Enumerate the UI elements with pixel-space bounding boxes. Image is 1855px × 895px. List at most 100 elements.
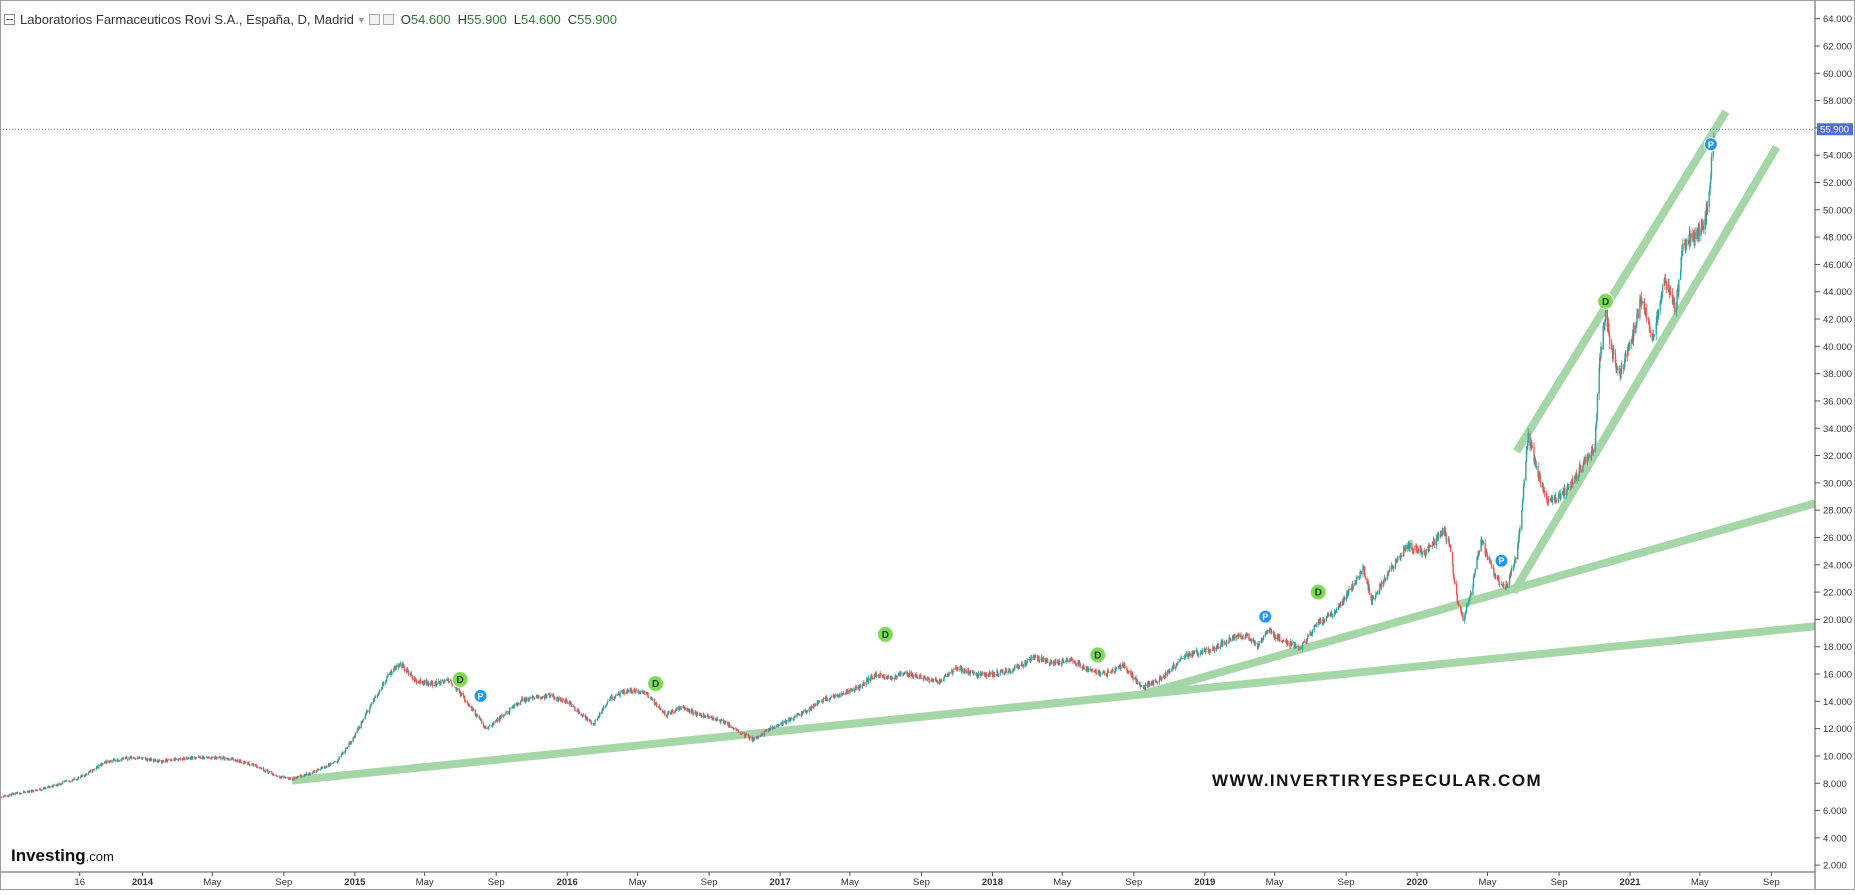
price-candle	[249, 764, 250, 767]
candle-body	[717, 720, 718, 721]
price-candle	[636, 688, 637, 691]
price-candle	[953, 667, 954, 669]
candle-body	[1002, 670, 1003, 674]
candle-body	[1116, 668, 1117, 669]
candle-body	[1316, 625, 1317, 626]
candle-body	[933, 679, 934, 680]
candle-body	[241, 762, 242, 763]
candle-body	[909, 672, 910, 676]
candle-body	[21, 793, 22, 794]
candle-body	[74, 778, 75, 779]
candle-body	[738, 730, 739, 732]
candle-body	[216, 757, 217, 758]
price-candle	[1307, 634, 1308, 640]
candle-body	[1222, 641, 1223, 646]
candle-body	[594, 720, 595, 724]
candle-body	[371, 703, 372, 704]
candle-body	[949, 672, 950, 673]
candle-body	[522, 698, 523, 701]
candle-body	[1018, 666, 1019, 669]
candle-body	[1263, 636, 1264, 639]
candle-body	[943, 677, 944, 680]
candle-body	[595, 719, 596, 720]
candle-body	[461, 693, 462, 696]
candle-body	[351, 742, 352, 744]
candle-body	[664, 712, 665, 716]
candle-body	[1259, 643, 1260, 644]
candle-body	[1210, 650, 1211, 651]
candle-body	[155, 761, 156, 762]
price-candle	[416, 679, 417, 684]
candle-body	[359, 727, 360, 728]
candle-body	[330, 763, 331, 764]
candle-body	[94, 769, 95, 770]
candle-body	[632, 692, 633, 693]
candle-body	[966, 671, 967, 674]
candle-body	[758, 736, 759, 738]
candle-body	[721, 720, 722, 721]
candle-body	[1165, 673, 1166, 676]
price-candle	[387, 672, 388, 677]
candle-body	[196, 757, 197, 758]
candle-body	[448, 681, 449, 682]
candle-body	[994, 674, 995, 675]
candle-body	[277, 776, 278, 777]
candle-body	[830, 697, 831, 698]
candle-body	[782, 721, 783, 725]
price-candle	[398, 666, 399, 670]
candle-body	[937, 681, 938, 683]
candle-body	[204, 757, 205, 758]
candle-body	[1279, 637, 1280, 641]
price-candle	[823, 697, 824, 699]
candle-body	[685, 708, 686, 710]
candle-body	[208, 757, 209, 758]
price-candle	[1230, 639, 1231, 643]
candle-body	[1031, 657, 1032, 659]
candle-body	[660, 709, 661, 710]
candle-body	[876, 675, 877, 676]
candle-body	[961, 669, 962, 672]
candle-body	[29, 791, 30, 792]
candle-body	[827, 700, 828, 701]
candle-body	[1006, 672, 1007, 673]
trendlines	[292, 111, 1815, 780]
candle-body	[628, 690, 629, 693]
price-candle	[1202, 648, 1203, 656]
candle-body	[1006, 670, 1007, 672]
candle-body	[379, 691, 380, 693]
candle-body	[485, 726, 486, 729]
candle-body	[347, 747, 348, 749]
price-candle	[970, 670, 971, 677]
candle-body	[978, 673, 979, 675]
candle-body	[220, 758, 221, 760]
candle-body	[420, 680, 421, 683]
price-candle	[106, 759, 107, 763]
candle-body	[1124, 667, 1125, 668]
candle-body	[754, 738, 755, 739]
candle-body	[442, 680, 443, 681]
candle-body	[1185, 653, 1186, 656]
candle-body	[1226, 642, 1227, 643]
candle-body	[668, 712, 669, 713]
trendline-2	[1142, 503, 1815, 694]
candle-body	[1084, 667, 1085, 669]
candle-body	[1027, 659, 1028, 663]
candle-body	[880, 673, 881, 675]
candle-body	[395, 665, 396, 669]
candle-body	[1328, 614, 1329, 616]
candle-body	[1169, 671, 1170, 672]
candle-body	[436, 682, 437, 685]
candle-body	[925, 678, 926, 680]
candle-body	[505, 711, 506, 713]
price-candle	[1080, 663, 1081, 667]
candle-body	[1173, 664, 1174, 668]
price-candle	[1084, 666, 1085, 669]
candle-body	[1202, 650, 1203, 654]
price-candle	[1247, 633, 1248, 638]
candle-body	[1320, 619, 1321, 623]
candle-body	[387, 674, 388, 677]
candle-body	[367, 711, 368, 713]
candle-body	[57, 784, 58, 786]
candle-body	[1308, 635, 1309, 636]
